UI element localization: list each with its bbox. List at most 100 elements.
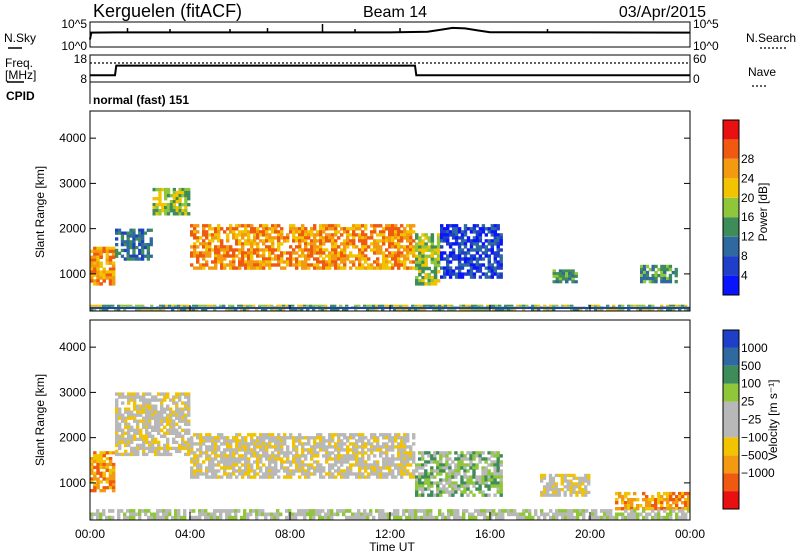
heatmap-cell: [391, 236, 395, 240]
heatmap-cell: [301, 239, 305, 243]
colorbar-tick-label: 28: [741, 152, 755, 166]
heatmap-cell: [591, 509, 595, 513]
heatmap-cell: [376, 436, 380, 440]
heatmap-cell: [262, 433, 266, 437]
heatmap-cell: [142, 401, 146, 405]
heatmap-cell: [333, 304, 337, 307]
heatmap-cell: [472, 275, 477, 279]
heatmap-cell: [238, 263, 242, 267]
heatmap-cell: [531, 515, 535, 520]
heatmap-cell: [102, 462, 106, 467]
heatmap-cell: [145, 398, 149, 402]
heatmap-cell: [235, 439, 239, 443]
heatmap-cell: [443, 227, 447, 231]
heatmap-cell: [474, 509, 478, 513]
heatmap-cell: [261, 304, 265, 307]
heatmap-cell: [343, 254, 347, 258]
heatmap-cell: [448, 451, 452, 455]
heatmap-cell: [334, 233, 338, 237]
heatmap-cell: [328, 451, 332, 455]
heatmap-cell: [648, 279, 652, 284]
heatmap-cell: [367, 266, 371, 270]
heatmap-cell: [319, 245, 323, 249]
heatmap-cell: [439, 469, 443, 473]
heatmap-cell: [394, 245, 398, 249]
heatmap-cell: [384, 304, 388, 307]
heatmap-cell: [563, 473, 567, 477]
heatmap-cell: [304, 242, 308, 246]
heatmap-cell: [394, 466, 398, 470]
heatmap-cell: [627, 491, 631, 496]
heatmap-cell: [93, 486, 97, 490]
heatmap-cell: [364, 257, 368, 261]
heatmap-cell: [403, 233, 407, 237]
heatmap-cell: [409, 451, 413, 455]
heatmap-cell: [385, 460, 389, 464]
heatmap-cell: [190, 224, 194, 228]
heatmap-cell: [298, 463, 302, 467]
heatmap-cell: [349, 239, 353, 243]
heatmap-cell: [555, 515, 559, 520]
heatmap-cell: [574, 272, 578, 276]
heatmap-cell: [594, 509, 598, 513]
heatmap-cell: [436, 451, 440, 455]
heatmap-cell: [336, 512, 340, 517]
heatmap-cell: [451, 472, 455, 476]
heatmap-cell: [466, 475, 470, 479]
heatmap-cell: [172, 395, 176, 399]
heatmap-cell: [627, 504, 631, 508]
heatmap-cell: [195, 304, 199, 307]
heatmap-cell: [421, 490, 425, 494]
heatmap-cell: [657, 267, 661, 272]
heatmap-cell: [484, 457, 488, 461]
heatmap-cell: [415, 484, 419, 488]
heatmap-cell: [385, 472, 389, 476]
heatmap-cell: [627, 304, 631, 307]
heatmap-cell: [630, 504, 634, 508]
heatmap-cell: [289, 245, 293, 249]
heatmap-cell: [330, 509, 334, 513]
heatmap-cell: [250, 248, 254, 252]
heatmap-cell: [453, 308, 457, 311]
heatmap-cell: [487, 484, 491, 488]
heatmap-cell: [445, 466, 449, 470]
heatmap-cell: [238, 242, 242, 246]
heatmap-cell: [304, 454, 308, 458]
heatmap-cell: [111, 261, 116, 265]
heatmap-cell: [220, 239, 224, 243]
heatmap-cell: [454, 466, 458, 470]
heatmap-cell: [241, 454, 245, 458]
heatmap-cell: [594, 304, 598, 307]
heatmap-cell: [406, 239, 410, 243]
heatmap-cell: [651, 273, 655, 278]
heatmap-cell: [241, 442, 245, 446]
heatmap-cell: [187, 190, 191, 195]
heatmap-cell: [118, 422, 122, 426]
heatmap-cell: [152, 203, 156, 207]
date-title: 03/Apr/2015: [619, 4, 706, 21]
heatmap-cell: [499, 478, 503, 482]
heatmap-cell: [285, 515, 289, 520]
heatmap-cell: [280, 457, 284, 461]
heatmap-cell: [475, 242, 480, 246]
heatmap-cell: [487, 230, 491, 234]
heatmap-cell: [385, 457, 389, 461]
heatmap-cell: [313, 451, 317, 455]
heatmap-cell: [367, 448, 371, 452]
heatmap-cell: [340, 260, 344, 264]
heatmap-cell: [214, 451, 218, 455]
heatmap-cell: [418, 481, 422, 485]
heatmap-cell: [412, 239, 416, 243]
heatmap-cell: [400, 475, 404, 479]
heatmap-cell: [443, 236, 447, 240]
heatmap-cell: [400, 260, 404, 264]
heatmap-cell: [158, 190, 162, 195]
heatmap-cell: [169, 413, 173, 417]
heatmap-cell: [127, 443, 131, 448]
heatmap-cell: [199, 442, 203, 446]
heatmap-cell: [286, 475, 290, 479]
heatmap-cell: [436, 463, 440, 467]
heatmap-cell: [460, 466, 464, 470]
heatmap-cell: [545, 485, 550, 489]
heatmap-cell: [415, 493, 419, 497]
